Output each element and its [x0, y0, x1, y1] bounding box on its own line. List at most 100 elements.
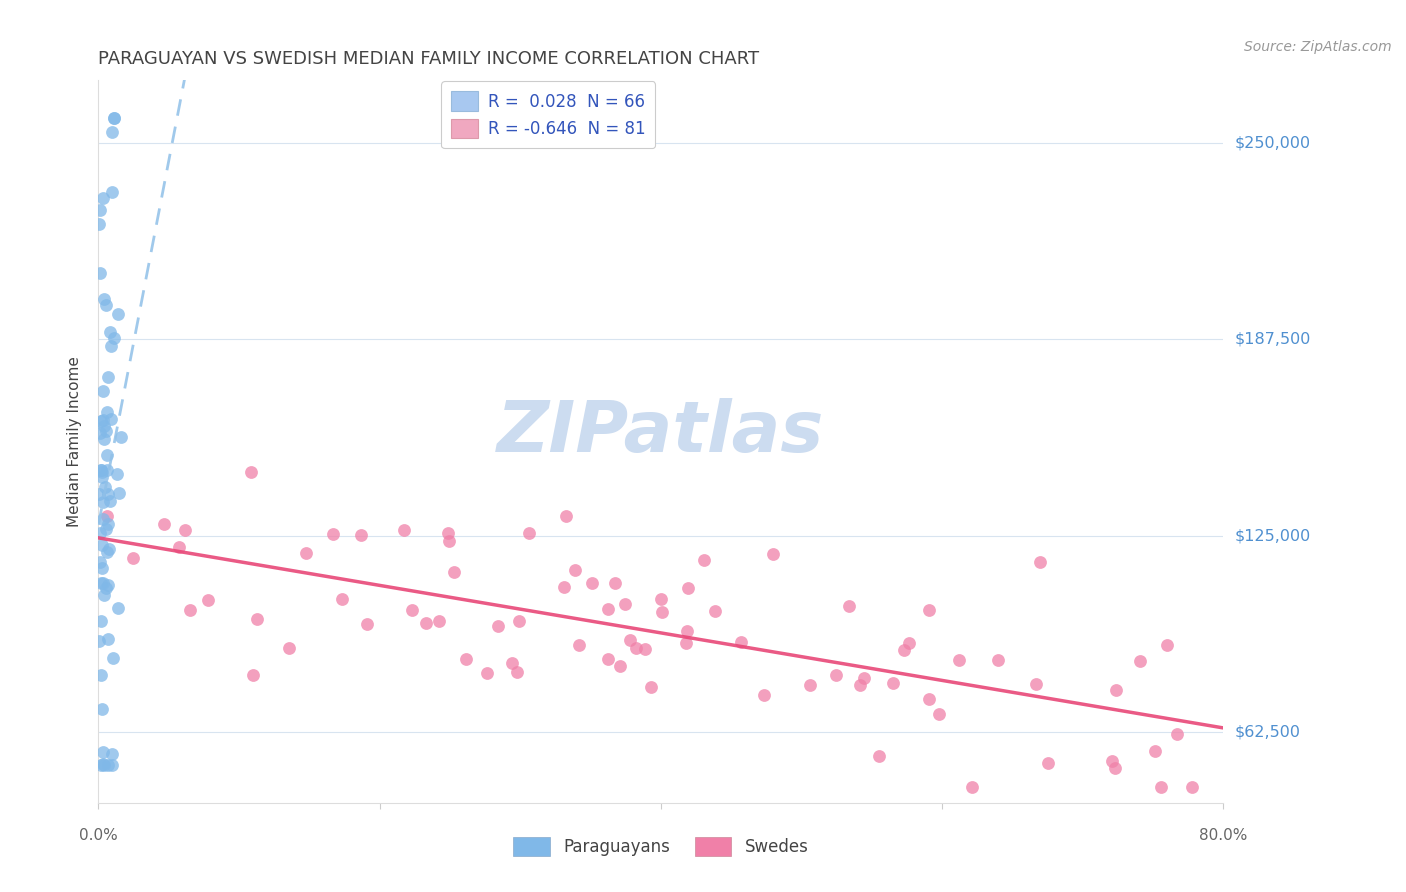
Point	[93, 588, 115, 602]
Point	[90, 668, 112, 682]
Point	[640, 680, 662, 694]
Point	[598, 652, 620, 666]
Point	[350, 527, 373, 541]
Y-axis label: Median Family Income: Median Family Income	[67, 356, 83, 527]
Point	[153, 516, 176, 531]
Point	[849, 678, 872, 692]
Point	[89, 202, 111, 217]
Point	[1025, 677, 1047, 691]
Point	[295, 546, 318, 560]
Text: PARAGUAYAN VS SWEDISH MEDIAN FAMILY INCOME CORRELATION CHART: PARAGUAYAN VS SWEDISH MEDIAN FAMILY INCO…	[98, 50, 759, 68]
Point	[96, 298, 118, 312]
Point	[868, 749, 890, 764]
Point	[167, 540, 190, 554]
Point	[101, 186, 124, 200]
Point	[553, 580, 575, 594]
Point	[90, 560, 112, 574]
Point	[619, 632, 641, 647]
Point	[1181, 780, 1204, 794]
Point	[122, 551, 145, 566]
Point	[893, 643, 915, 657]
Point	[332, 591, 354, 606]
Point	[90, 470, 112, 484]
Point	[675, 624, 697, 638]
Point	[90, 462, 112, 476]
Point	[93, 419, 115, 434]
Point	[107, 307, 129, 321]
Point	[278, 641, 301, 656]
Point	[596, 602, 619, 616]
Point	[437, 526, 460, 541]
Point	[90, 758, 112, 772]
Point	[898, 636, 921, 650]
Point	[98, 494, 121, 508]
Point	[1150, 780, 1173, 794]
Point	[730, 635, 752, 649]
Point	[97, 578, 120, 592]
Point	[93, 758, 115, 772]
Text: ZIPatlas: ZIPatlas	[498, 398, 824, 467]
Point	[90, 538, 112, 552]
Point	[96, 404, 118, 418]
Text: 0.0%: 0.0%	[79, 828, 118, 843]
Point	[93, 433, 115, 447]
Point	[1036, 756, 1059, 771]
Point	[517, 526, 540, 541]
Point	[107, 486, 129, 500]
Point	[91, 511, 114, 525]
Point	[853, 671, 876, 685]
Point	[97, 542, 120, 557]
Point	[246, 612, 269, 626]
Point	[93, 413, 115, 427]
Point	[675, 636, 697, 650]
Point	[89, 525, 111, 540]
Point	[506, 665, 529, 679]
Point	[93, 384, 115, 399]
Point	[1101, 755, 1123, 769]
Point	[1105, 682, 1128, 697]
Point	[1029, 556, 1052, 570]
Point	[100, 125, 122, 139]
Point	[90, 576, 112, 591]
Point	[838, 599, 860, 613]
Point	[174, 523, 197, 537]
Point	[100, 338, 122, 352]
Point	[89, 555, 111, 569]
Point	[427, 614, 450, 628]
Point	[89, 425, 111, 440]
Point	[454, 652, 477, 666]
Point	[91, 745, 114, 759]
Point	[240, 466, 263, 480]
Point	[692, 553, 714, 567]
Point	[97, 487, 120, 501]
Point	[107, 601, 129, 615]
Point	[917, 603, 939, 617]
Point	[89, 634, 111, 648]
Point	[761, 547, 783, 561]
Point	[89, 486, 111, 500]
Point	[614, 597, 637, 611]
Point	[96, 508, 118, 523]
Point	[475, 666, 498, 681]
Point	[703, 604, 725, 618]
Point	[634, 641, 657, 656]
Text: $250,000: $250,000	[1234, 136, 1310, 151]
Text: $62,500: $62,500	[1234, 724, 1301, 739]
Point	[356, 616, 378, 631]
Text: Source: ZipAtlas.com: Source: ZipAtlas.com	[1244, 40, 1392, 54]
Point	[101, 747, 124, 761]
Point	[91, 757, 114, 772]
Point	[752, 688, 775, 702]
Point	[197, 593, 219, 607]
Point	[89, 266, 111, 280]
Point	[103, 331, 125, 345]
Point	[91, 495, 114, 509]
Point	[650, 591, 672, 606]
Point	[1129, 654, 1152, 668]
Point	[90, 414, 112, 428]
Point	[1166, 727, 1188, 741]
Point	[100, 412, 122, 426]
Point	[103, 651, 125, 665]
Point	[882, 675, 904, 690]
Point	[94, 581, 117, 595]
